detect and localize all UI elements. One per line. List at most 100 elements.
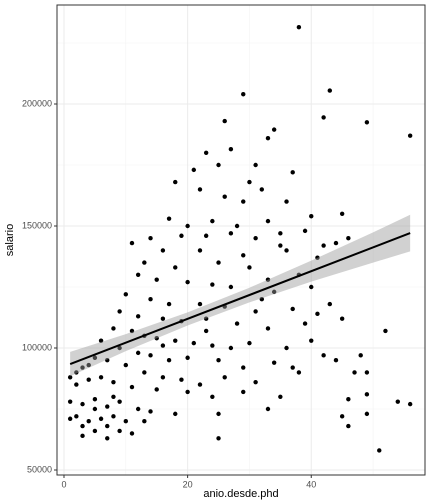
point: [197, 301, 203, 307]
point: [321, 353, 326, 358]
point: [296, 370, 302, 375]
point: [234, 321, 240, 326]
point: [284, 199, 289, 204]
point: [247, 265, 252, 270]
point: [315, 255, 320, 260]
y-tick-label: 100000: [22, 342, 52, 352]
point: [105, 436, 110, 441]
point: [216, 358, 221, 363]
point: [216, 162, 221, 168]
point: [321, 243, 326, 248]
point: [339, 316, 345, 321]
point: [383, 328, 388, 334]
panel: [57, 5, 425, 475]
point: [86, 377, 91, 382]
point: [123, 419, 129, 424]
point: [203, 328, 209, 334]
point: [302, 228, 308, 234]
point: [74, 382, 79, 387]
point: [135, 272, 141, 278]
point: [259, 187, 265, 192]
point: [309, 214, 314, 219]
point: [271, 360, 277, 365]
point: [129, 328, 135, 334]
point: [290, 365, 295, 370]
point: [407, 133, 413, 138]
point: [278, 231, 283, 236]
point: [92, 355, 98, 360]
point: [253, 162, 258, 168]
point: [327, 88, 333, 93]
point: [364, 120, 370, 125]
point: [98, 338, 104, 343]
point: [142, 370, 147, 375]
point: [67, 375, 73, 380]
point: [67, 399, 73, 404]
point: [148, 409, 153, 414]
point: [179, 377, 184, 382]
point: [173, 265, 178, 270]
point: [80, 401, 85, 407]
point: [222, 375, 227, 380]
point: [333, 240, 339, 246]
point: [271, 289, 277, 295]
x-tick-label: 20: [183, 479, 193, 489]
point: [377, 448, 382, 453]
point: [222, 194, 227, 199]
point: [228, 231, 234, 236]
point: [185, 279, 190, 285]
point: [123, 362, 129, 368]
point: [197, 187, 203, 192]
point: [160, 248, 166, 253]
point: [98, 375, 104, 380]
point: [92, 406, 98, 412]
point: [166, 358, 172, 363]
point: [160, 343, 166, 348]
point: [253, 309, 258, 314]
point: [315, 311, 320, 317]
point: [339, 414, 345, 419]
point: [179, 233, 184, 238]
point: [191, 340, 197, 346]
point: [290, 170, 295, 175]
point: [364, 392, 370, 397]
point: [203, 233, 209, 238]
point: [98, 416, 104, 421]
point: [228, 284, 234, 290]
panel-border: [56, 4, 426, 476]
point: [241, 365, 246, 370]
point: [166, 301, 172, 307]
point: [105, 358, 110, 363]
point: [80, 423, 85, 429]
point: [241, 199, 246, 204]
point: [296, 24, 302, 30]
point: [265, 135, 271, 141]
point: [290, 306, 295, 312]
point: [210, 343, 215, 348]
point: [216, 436, 221, 441]
point: [216, 411, 221, 417]
point: [253, 236, 258, 241]
point: [148, 236, 153, 241]
x-tick-label: 40: [306, 479, 316, 489]
point: [135, 314, 141, 319]
point: [203, 150, 209, 156]
point: [92, 397, 98, 402]
y-tick-label: 50000: [27, 464, 52, 474]
point: [309, 338, 314, 343]
point: [74, 414, 79, 419]
confidence-band: [70, 214, 411, 377]
point: [247, 179, 252, 185]
point: [105, 423, 110, 429]
point: [166, 216, 172, 221]
point: [216, 260, 221, 265]
point: [129, 384, 135, 390]
point: [154, 387, 159, 392]
point: [228, 146, 234, 152]
point: [333, 358, 339, 363]
point: [210, 282, 215, 287]
point: [74, 370, 79, 375]
fit-line: [69, 232, 411, 366]
point: [111, 326, 116, 331]
